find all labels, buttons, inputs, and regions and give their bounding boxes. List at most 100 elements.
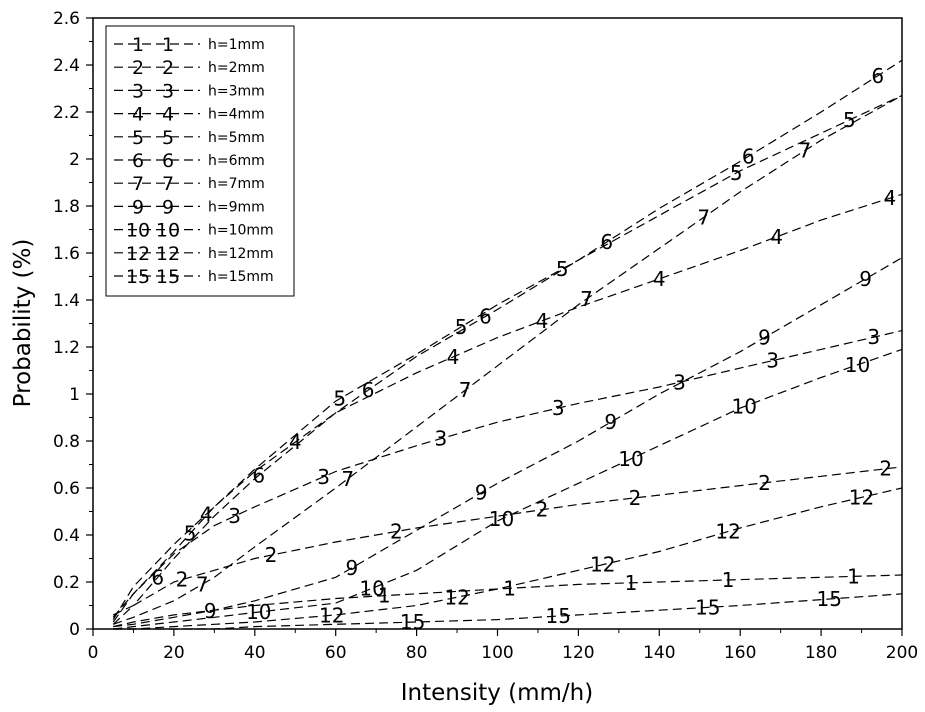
series-marker-label-7: 7: [580, 287, 593, 311]
series-marker-label-12: 12: [590, 553, 615, 577]
series-line-7: [113, 94, 903, 625]
legend-marker-sample: 7: [162, 173, 174, 195]
legend-marker-sample: 3: [162, 80, 174, 102]
series-marker-label-1: 1: [625, 571, 638, 595]
legend-label: h=3mm: [208, 83, 265, 99]
series-marker-label-5: 5: [455, 315, 468, 339]
series-lines: [112, 59, 903, 630]
x-tick-label: 60: [325, 643, 347, 663]
legend-marker-sample: 6: [132, 150, 144, 172]
series-marker-label-4: 4: [447, 345, 460, 369]
series-marker-label-12: 12: [849, 485, 874, 509]
series-line-6: [112, 59, 903, 616]
legend-label: h=2mm: [208, 60, 265, 76]
legend-label: h=12mm: [208, 246, 274, 262]
legend-item-7: 7 7 h=7mm: [114, 173, 265, 195]
legend-label: h=6mm: [208, 153, 265, 169]
y-tick-label: 2: [69, 150, 80, 170]
series-marker-label-2: 2: [879, 457, 892, 481]
y-tick-label: 0: [69, 620, 80, 640]
legend-label: h=15mm: [208, 269, 274, 285]
series-line-9: [113, 257, 903, 628]
y-tick-label: 1.4: [53, 291, 80, 311]
series-marker-label-9: 9: [859, 267, 872, 291]
legend-item-5: 5 5 h=5mm: [114, 127, 265, 149]
series-line-12: [113, 487, 903, 630]
series-marker-label-3: 3: [673, 370, 686, 394]
series-line-3: [112, 330, 903, 623]
legend-items: 1 1 h=1mm 2 2 h=2mm 3 3 h=3mm 4 4 h=4mm 5 5 h=5mm 6 6 h=6…: [114, 34, 274, 288]
series-line-10: [113, 348, 903, 630]
series-marker-label-2: 2: [265, 543, 278, 567]
series-marker-label-3: 3: [766, 349, 779, 373]
series-marker-label-5: 5: [556, 257, 569, 281]
series-marker-label-15: 15: [816, 587, 841, 611]
y-tick-label: 0.8: [53, 432, 80, 452]
series-marker-label-10: 10: [731, 395, 756, 419]
y-tick-label: 2.4: [53, 56, 80, 76]
y-tick-label: 1.6: [53, 244, 80, 264]
legend-box: [105, 25, 295, 297]
x-tick-label: 160: [724, 643, 756, 663]
y-tick-label: 0.6: [53, 479, 80, 499]
legend-marker-sample: 15: [126, 266, 150, 288]
series-marker-label-6: 6: [600, 230, 613, 254]
y-axis-label: Probability (%): [10, 239, 36, 408]
x-tick-label: 180: [805, 643, 837, 663]
series-marker-label-2: 2: [390, 520, 403, 544]
x-tick-label: 80: [406, 643, 428, 663]
series-marker-label-6: 6: [742, 144, 755, 168]
series-marker-label-7: 7: [459, 378, 472, 402]
legend-label: h=10mm: [208, 223, 274, 239]
legend-marker-sample: 5: [162, 127, 174, 149]
legend-marker-sample: 4: [162, 104, 174, 126]
series-marker-label-3: 3: [317, 465, 330, 489]
series-marker-label-6: 6: [362, 378, 375, 402]
x-tick-label: 100: [481, 643, 513, 663]
legend-label: h=5mm: [208, 130, 265, 146]
series-marker-label-10: 10: [618, 447, 643, 471]
series-marker-label-5: 5: [184, 522, 197, 546]
legend-marker-sample: 12: [126, 243, 150, 265]
series-marker-label-10: 10: [489, 507, 514, 531]
y-tick-label: 2.6: [53, 9, 80, 29]
series-marker-label-1: 1: [378, 584, 391, 608]
legend-label: h=9mm: [208, 199, 265, 215]
y-tick-label: 0.2: [53, 573, 80, 593]
series-marker-label-7: 7: [697, 205, 710, 229]
series-marker-label-5: 5: [843, 108, 856, 132]
series-marker-label-15: 15: [400, 610, 425, 634]
series-marker-label-4: 4: [289, 430, 302, 454]
series-marker-label-2: 2: [758, 471, 771, 495]
series-marker-label-12: 12: [715, 520, 740, 544]
series-marker-label-3: 3: [867, 325, 880, 349]
series-marker-label-6: 6: [479, 305, 492, 329]
x-tick-label: 140: [643, 643, 675, 663]
series-marker-label-9: 9: [346, 556, 359, 580]
series-marker-label-5: 5: [730, 161, 743, 185]
series-marker-label-2: 2: [176, 568, 189, 592]
legend-label: h=1mm: [208, 37, 265, 53]
series-marker-label-9: 9: [204, 599, 217, 623]
legend-marker-sample: 9: [162, 196, 174, 218]
series-marker-label-2: 2: [536, 498, 549, 522]
legend-item-2: 2 2 h=2mm: [114, 57, 265, 79]
legend-marker-sample: 1: [132, 34, 144, 56]
series-marker-label-10: 10: [359, 576, 384, 600]
legend-label: h=7mm: [208, 176, 265, 192]
series-marker-label-9: 9: [758, 326, 771, 350]
legend-marker-sample: 12: [156, 243, 180, 265]
series-marker-label-4: 4: [536, 309, 549, 333]
x-tick-label: 200: [886, 643, 918, 663]
legend-marker-sample: 10: [156, 220, 180, 242]
legend-marker-sample: 4: [132, 104, 144, 126]
legend-marker-sample: 2: [132, 57, 144, 79]
y-tick-label: 2.2: [53, 103, 80, 123]
y-tick-label: 1.8: [53, 197, 80, 217]
legend-item-4: 4 4 h=4mm: [114, 104, 265, 126]
legend-item-3: 3 3 h=3mm: [114, 80, 265, 102]
x-tick-label: 40: [244, 643, 266, 663]
legend-label: h=4mm: [208, 107, 265, 123]
series-marker-label-4: 4: [884, 186, 897, 210]
